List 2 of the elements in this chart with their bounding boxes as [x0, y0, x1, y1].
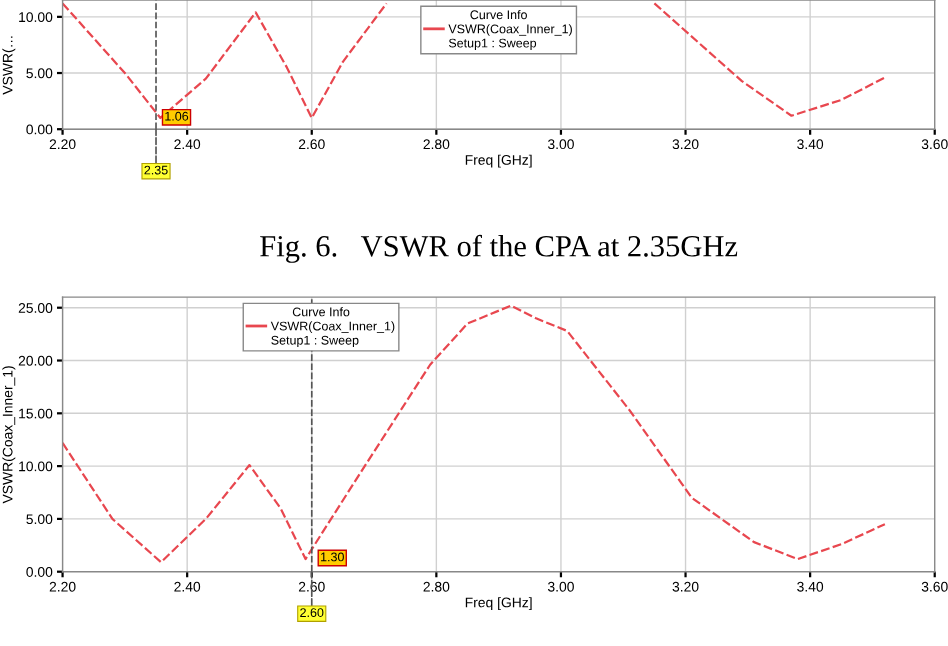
- caption: Fig. 6. VSWR of the CPA at 2.35GHz: [260, 234, 738, 263]
- line-series: [62, 304, 886, 564]
